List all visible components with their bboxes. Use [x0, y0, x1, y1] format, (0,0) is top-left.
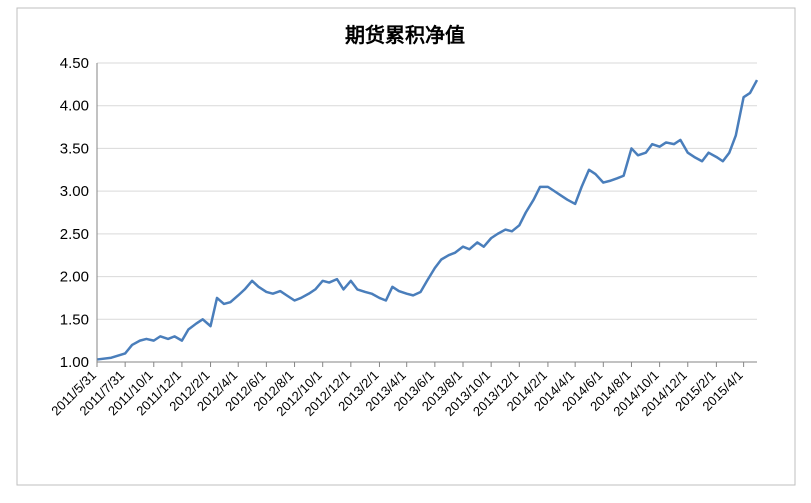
y-tick-label: 2.50 — [60, 226, 89, 243]
y-tick-label: 4.00 — [60, 98, 89, 115]
data-line — [97, 79, 759, 361]
chart-title: 期货累积净值 — [345, 23, 465, 47]
y-tick-label: 1.50 — [60, 311, 89, 328]
y-tick-label: 2.00 — [60, 269, 89, 286]
y-tick-label: 3.00 — [60, 183, 89, 200]
y-tick-label: 4.50 — [60, 55, 89, 72]
chart-frame — [16, 7, 796, 486]
y-tick-label: 1.00 — [60, 354, 89, 371]
y-tick-label: 3.50 — [60, 140, 89, 157]
